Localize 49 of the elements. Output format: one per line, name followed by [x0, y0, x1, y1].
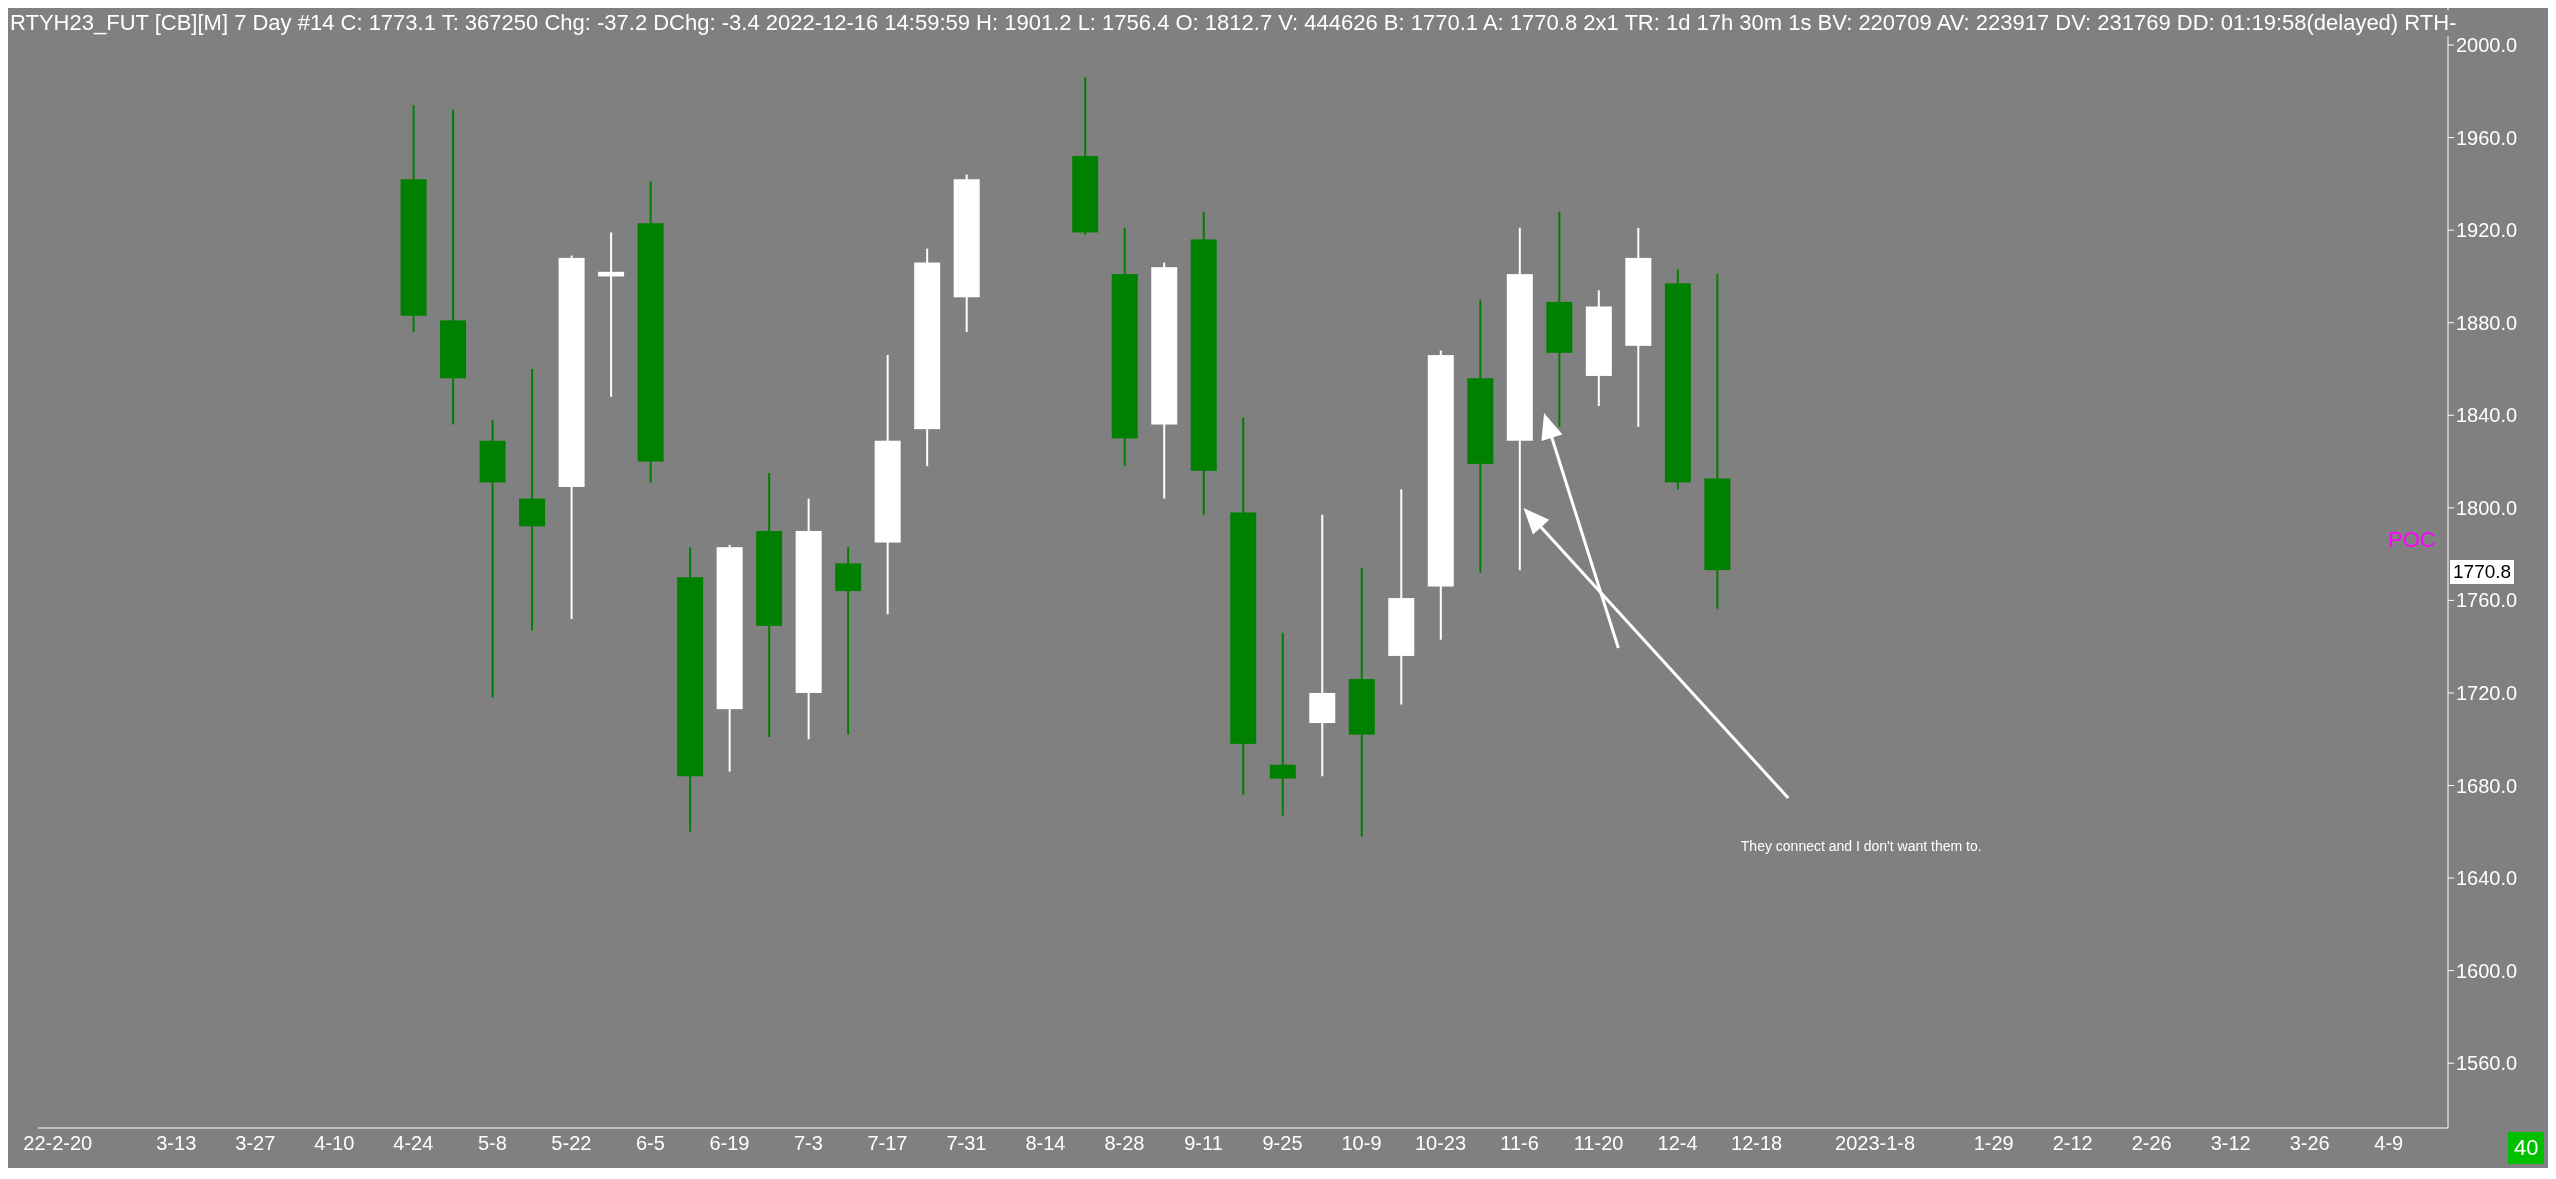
y-tick-label: 1600.0: [2456, 959, 2518, 982]
annotation: 1770.8: [2450, 560, 2515, 584]
x-tick-label: 7-17: [867, 1132, 908, 1155]
x-tick-label: 5-8: [477, 1132, 507, 1155]
x-tick-label: 4-24: [393, 1132, 434, 1155]
y-tick-label: 1960.0: [2456, 126, 2518, 149]
candlestick: [1269, 631, 1296, 817]
x-tick-label: 3-13: [156, 1132, 197, 1155]
y-tick-label: 1920.0: [2456, 219, 2518, 242]
x-tick-label: 22-2-20: [23, 1132, 93, 1155]
x-tick-label: 2023-1-8: [1835, 1132, 1916, 1155]
x-tick-label: 3-12: [2210, 1132, 2251, 1155]
x-tick-label: 2-26: [2131, 1132, 2172, 1155]
chart-title: RTYH23_FUT [CB][M] 7 Day #14 C: 1773.1 T: 367250 Chg: -37.2 DChg: -3.4 2022-12-16 14:59:59 H: 1901.2 L: 1756.4 O: 1812.7 V: 444626 B: 1770.1 A: 1770.8 2x1 TR: 1d 17h 30m 1s BV: 220709 AV: 223917 DV: 231769 DD: 01:19:58(delayed) RTH-: [10, 10, 2457, 36]
x-tick-label: 12-4: [1657, 1132, 1698, 1155]
x-tick-label: 6-19: [709, 1132, 750, 1155]
x-tick-label: 2-12: [2052, 1132, 2093, 1155]
x-tick-label: 4-9: [2374, 1132, 2404, 1155]
x-tick-label: 8-14: [1025, 1132, 1066, 1155]
x-tick-label: 9-25: [1262, 1132, 1303, 1155]
y-tick-label: 1560.0: [2456, 1052, 2518, 1075]
x-tick-label: 11-20: [1573, 1132, 1624, 1155]
y-tick-label: 1760.0: [2456, 589, 2518, 612]
x-tick-label: 1-29: [1973, 1132, 2014, 1155]
y-tick-label: 1800.0: [2456, 496, 2518, 519]
y-tick-label: 2000.0: [2456, 34, 2518, 57]
x-tick-label: 11-6: [1500, 1132, 1539, 1155]
y-tick-label: 1720.0: [2456, 682, 2518, 705]
annotation: POC: [2388, 526, 2436, 554]
text: 40: [2508, 1132, 2545, 1164]
x-tick-label: 7-3: [793, 1132, 823, 1155]
candlestick: [519, 367, 546, 632]
y-tick-label: 1640.0: [2456, 867, 2518, 890]
x-tick-label: 8-28: [1104, 1132, 1145, 1155]
x-tick-label: 7-31: [946, 1132, 987, 1155]
y-tick-label: 1880.0: [2456, 311, 2518, 334]
candlestick: [1309, 513, 1336, 778]
x-tick-label: 12-18: [1731, 1132, 1783, 1155]
annotation: They connect and I don't want them to.: [1740, 838, 1982, 854]
y-tick-label: 1840.0: [2456, 404, 2518, 427]
x-tick-label: 3-26: [2289, 1132, 2330, 1155]
x-tick-label: 6-5: [635, 1132, 665, 1155]
x-tick-label: 5-22: [551, 1132, 592, 1155]
x-tick-label: 10-9: [1341, 1132, 1382, 1155]
x-tick-label: 4-10: [314, 1132, 355, 1155]
x-tick-label: 9-11: [1184, 1132, 1223, 1155]
x-tick-label: 3-27: [235, 1132, 276, 1155]
x-tick-label: 10-23: [1414, 1132, 1467, 1155]
y-tick-label: 1680.0: [2456, 774, 2518, 797]
